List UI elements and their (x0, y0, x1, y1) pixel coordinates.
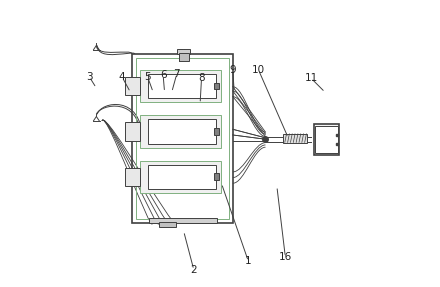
Text: 7: 7 (173, 69, 180, 79)
Bar (149, 218, 217, 223)
Bar (132, 54, 233, 223)
Text: 11: 11 (304, 73, 318, 83)
Bar (147, 119, 216, 144)
Text: 16: 16 (279, 252, 292, 262)
Bar (214, 128, 220, 135)
Text: 9: 9 (230, 65, 236, 75)
Bar (214, 173, 220, 180)
Bar (214, 83, 220, 89)
Bar (179, 53, 189, 61)
Bar (315, 126, 338, 153)
Bar (159, 222, 176, 227)
Bar (177, 49, 191, 54)
Text: 3: 3 (86, 72, 92, 82)
Bar (147, 74, 216, 98)
Text: 6: 6 (160, 70, 166, 80)
Bar (125, 77, 140, 95)
Text: 2: 2 (191, 265, 197, 275)
Bar (147, 165, 216, 189)
Text: 5: 5 (144, 72, 151, 82)
Bar (125, 122, 140, 141)
Bar (282, 133, 307, 143)
Text: 10: 10 (252, 65, 265, 75)
Text: 8: 8 (198, 73, 205, 83)
Bar (140, 115, 221, 148)
Bar (314, 124, 339, 155)
Bar (125, 168, 140, 186)
Text: 1: 1 (245, 257, 252, 266)
Bar (140, 70, 221, 102)
Text: 4: 4 (119, 72, 125, 82)
Bar (136, 58, 228, 219)
Bar (140, 160, 221, 193)
